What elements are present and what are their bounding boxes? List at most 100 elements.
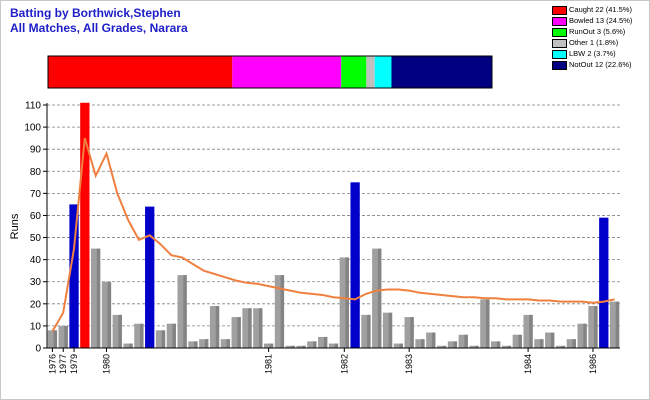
x-tick-label: 1984 bbox=[523, 354, 533, 374]
bar-shade bbox=[594, 306, 598, 348]
legend-swatch-other bbox=[552, 39, 567, 48]
bar-shade bbox=[258, 308, 263, 348]
bar-innings bbox=[458, 334, 468, 348]
bar-innings bbox=[199, 339, 209, 348]
bar-shade bbox=[226, 339, 231, 348]
bar-not-out bbox=[350, 182, 360, 348]
bar-shade bbox=[507, 345, 512, 348]
bar-shade bbox=[572, 339, 576, 348]
bar-innings bbox=[220, 339, 231, 348]
strip-segment-caught bbox=[48, 56, 233, 88]
bar-shade bbox=[129, 343, 133, 348]
bar-shade bbox=[96, 248, 101, 348]
y-tick-label: 0 bbox=[35, 344, 41, 355]
legend: Caught 22 (41.5%) Bowled 13 (24.5%) RunO… bbox=[552, 5, 648, 71]
bar-innings bbox=[512, 334, 522, 348]
x-tick-label: 1982 bbox=[339, 354, 349, 374]
bar-innings bbox=[123, 343, 133, 348]
y-tick-label: 80 bbox=[30, 167, 42, 178]
bar-shade bbox=[518, 334, 522, 348]
y-tick-label: 50 bbox=[30, 233, 42, 244]
bar-shade bbox=[453, 341, 458, 348]
bar-shade bbox=[399, 343, 404, 348]
bar-shade bbox=[323, 336, 328, 348]
legend-label-lbw: LBW 2 (3.7%) bbox=[569, 49, 616, 58]
y-tick-label: 90 bbox=[30, 145, 42, 156]
bar-innings bbox=[177, 275, 187, 348]
bar-shade bbox=[237, 317, 241, 348]
legend-item-caught: Caught 22 (41.5%) bbox=[552, 5, 648, 16]
chart-title: Batting by Borthwick,Stephen bbox=[10, 6, 181, 20]
y-tick-label: 100 bbox=[24, 123, 41, 134]
bar-innings bbox=[339, 257, 349, 348]
bar-shade bbox=[291, 345, 295, 348]
bar-innings bbox=[555, 345, 566, 348]
bar-innings bbox=[209, 306, 220, 348]
y-tick-label: 40 bbox=[30, 255, 42, 266]
y-tick-label: 10 bbox=[30, 321, 42, 332]
bar-innings bbox=[112, 314, 122, 348]
legend-swatch-lbw bbox=[552, 50, 567, 59]
bar-not-out bbox=[145, 206, 155, 348]
legend-swatch-notout bbox=[552, 61, 567, 70]
bar-innings bbox=[382, 312, 393, 348]
bar-highest-score bbox=[80, 102, 90, 348]
bar-not-out bbox=[599, 217, 609, 348]
bar-shade bbox=[248, 308, 252, 348]
x-tick-label: 1977 bbox=[58, 354, 68, 374]
bar-innings bbox=[501, 345, 512, 348]
bar-shade bbox=[550, 332, 555, 348]
legend-item-bowled: Bowled 13 (24.5%) bbox=[552, 16, 648, 27]
bar-innings bbox=[263, 343, 274, 348]
bar-shade bbox=[280, 275, 285, 348]
bar-innings bbox=[426, 332, 436, 348]
bar-innings bbox=[91, 248, 101, 348]
bar-shade bbox=[377, 248, 382, 348]
legend-item-other: Other 1 (1.8%) bbox=[552, 38, 648, 49]
strip-segment-other bbox=[366, 56, 375, 88]
bar-innings bbox=[534, 339, 544, 348]
x-tick-label: 1983 bbox=[404, 354, 414, 374]
bar-shade bbox=[161, 330, 166, 348]
bar-shade bbox=[334, 343, 339, 348]
y-tick-label: 30 bbox=[30, 277, 42, 288]
bar-innings bbox=[372, 248, 382, 348]
bar-shade bbox=[475, 345, 479, 348]
bar-shade bbox=[118, 314, 122, 348]
bar-shade bbox=[367, 314, 371, 348]
x-tick-label: 1980 bbox=[101, 354, 111, 374]
bar-shade bbox=[583, 323, 587, 348]
bar-shade bbox=[53, 330, 58, 348]
bar-shade bbox=[529, 314, 533, 348]
bar-innings bbox=[231, 317, 241, 348]
legend-swatch-bowled bbox=[552, 17, 567, 26]
bar-shade bbox=[464, 334, 468, 348]
bar-innings bbox=[447, 341, 458, 348]
legend-label-other: Other 1 (1.8%) bbox=[569, 38, 619, 47]
bar-shade bbox=[312, 341, 317, 348]
y-axis-label: Runs bbox=[9, 213, 21, 239]
bar-innings bbox=[588, 306, 598, 348]
bar-innings bbox=[480, 299, 490, 348]
bar-innings bbox=[274, 275, 285, 348]
bar-innings bbox=[393, 343, 404, 348]
bar-shade bbox=[215, 306, 220, 348]
legend-label-bowled: Bowled 13 (24.5%) bbox=[569, 16, 633, 25]
bar-shade bbox=[410, 317, 414, 348]
bar-shade bbox=[431, 332, 436, 348]
bar-shade bbox=[194, 341, 198, 348]
bar-shade bbox=[496, 341, 501, 348]
bar-innings bbox=[296, 345, 306, 348]
bar-shade bbox=[421, 339, 425, 348]
bar-not-out bbox=[69, 204, 79, 348]
bar-shade bbox=[302, 345, 306, 348]
bar-innings bbox=[609, 301, 620, 348]
strip-segment-bowled bbox=[232, 56, 342, 88]
bar-shade bbox=[172, 323, 176, 348]
bar-shade bbox=[615, 301, 620, 348]
x-tick-label: 1976 bbox=[47, 354, 57, 374]
x-tick-label: 1986 bbox=[588, 354, 598, 374]
strip-segment-runout bbox=[341, 56, 367, 88]
bar-shade bbox=[64, 325, 68, 348]
